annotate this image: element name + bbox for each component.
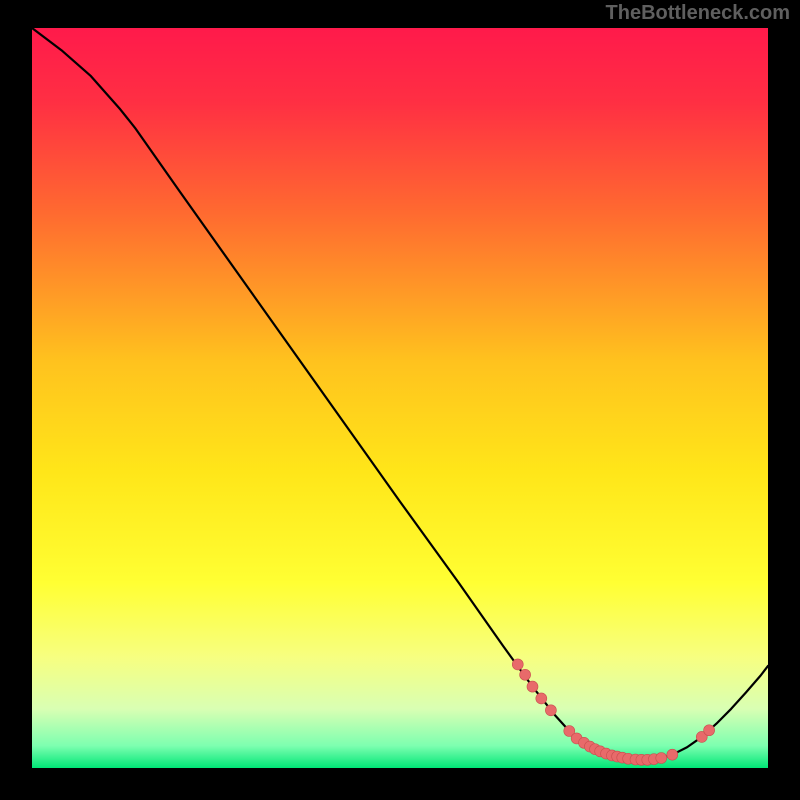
data-marker <box>520 669 531 680</box>
data-marker <box>667 749 678 760</box>
performance-curve-chart <box>32 28 768 768</box>
chart-container: TheBottleneck.com <box>0 0 800 800</box>
data-marker <box>536 693 547 704</box>
data-marker <box>512 659 523 670</box>
data-marker <box>704 725 715 736</box>
watermark-text: TheBottleneck.com <box>606 2 790 25</box>
data-marker <box>527 681 538 692</box>
data-marker <box>545 705 556 716</box>
plot-area <box>32 28 768 768</box>
data-marker <box>656 753 667 764</box>
